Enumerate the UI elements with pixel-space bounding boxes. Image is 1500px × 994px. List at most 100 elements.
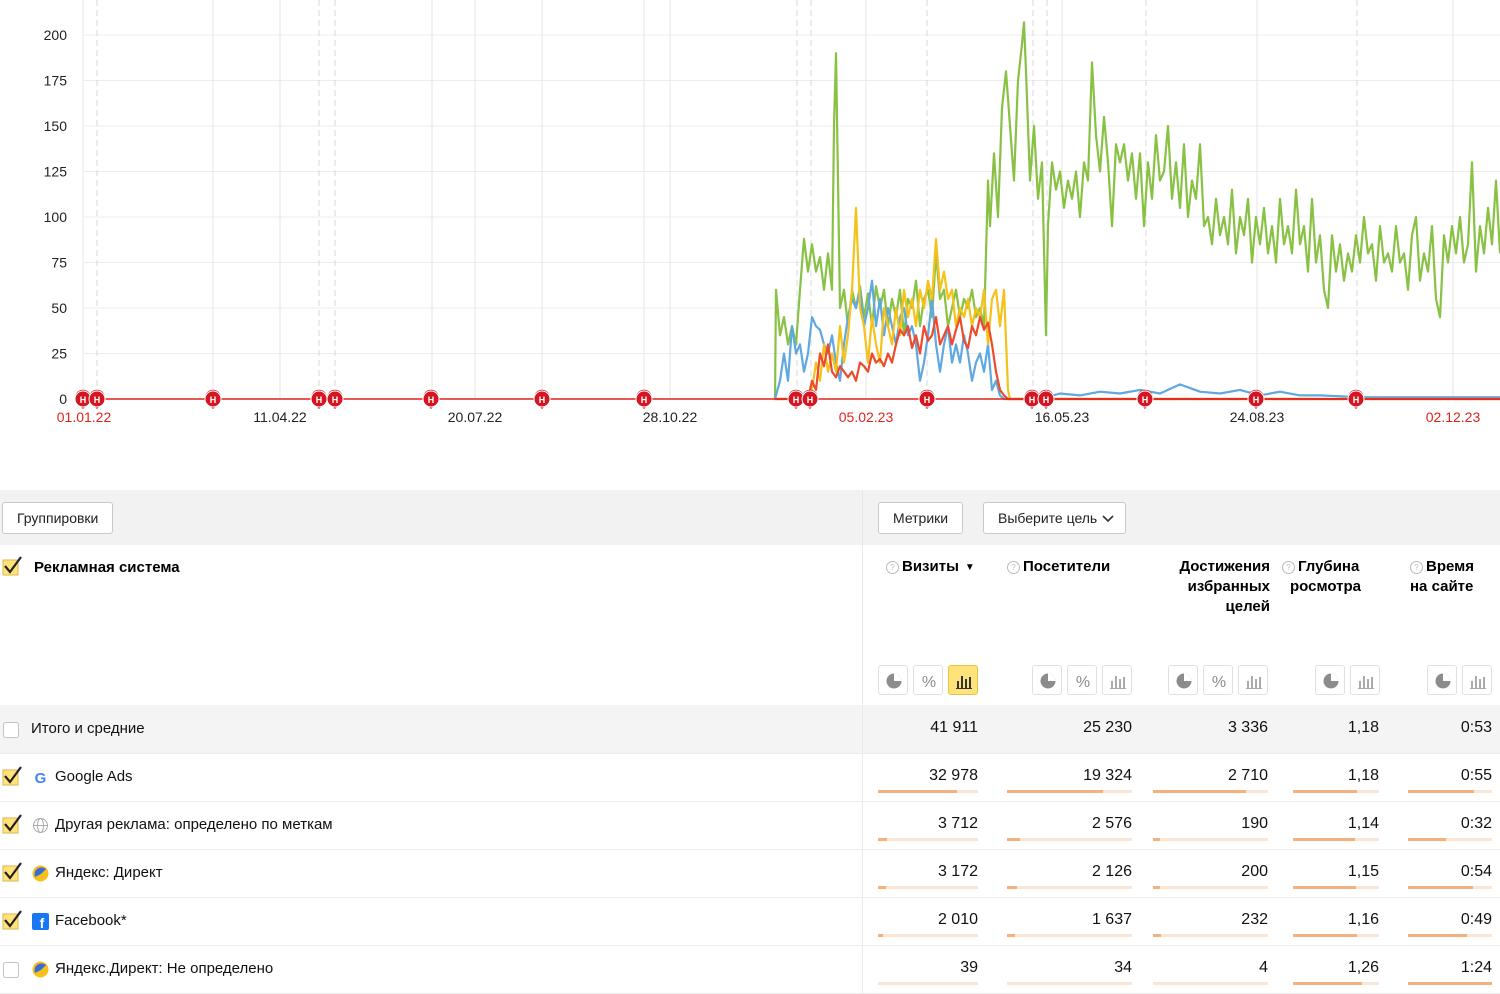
column-divider xyxy=(862,849,863,897)
pie-chart-mode-button[interactable] xyxy=(1315,665,1345,695)
row-checkbox[interactable] xyxy=(2,909,24,936)
percent-icon: % xyxy=(922,674,936,690)
y-tick-label: 175 xyxy=(44,73,68,89)
row-label[interactable]: Яндекс.Директ: Не определено xyxy=(55,960,274,977)
x-tick-label: 24.08.23 xyxy=(1230,409,1285,425)
totals-row[interactable]: Итого и средние 41 911 25 230 3 336 1,18 0:53 xyxy=(0,705,1500,754)
time-share-bar xyxy=(1408,982,1492,985)
visits-share-fill xyxy=(878,934,883,937)
pie-chart-mode-button[interactable] xyxy=(1032,665,1062,695)
goals-cell: 3 336 xyxy=(1227,719,1268,736)
marker-label: H xyxy=(924,395,931,405)
x-tick-label: 28.10.22 xyxy=(643,409,698,425)
visits-cell: 32 978 xyxy=(929,767,978,784)
visits-header[interactable]: ? Визиты ▼ xyxy=(886,557,986,578)
pie-chart-mode-button[interactable] xyxy=(878,665,908,695)
visitors-cell: 25 230 xyxy=(1083,719,1132,736)
row-label[interactable]: Яндекс: Директ xyxy=(55,864,163,881)
holiday-marker-icon: H xyxy=(326,389,344,409)
table-row[interactable]: Яндекс.Директ: Не определено 39 34 4 1,26 1:2… xyxy=(0,945,1500,994)
visitors-cell: 34 xyxy=(1114,959,1132,976)
bar-chart-mode-button[interactable] xyxy=(1462,665,1492,695)
row-label[interactable]: Другая реклама: определено по меткам xyxy=(55,816,333,833)
holiday-marker-icon: H xyxy=(1023,389,1041,409)
time-cell: 1:24 xyxy=(1460,959,1492,976)
groupings-button[interactable]: Группировки xyxy=(2,502,114,534)
holiday-marker-icon: H xyxy=(204,389,222,409)
google-icon: G xyxy=(32,769,49,787)
pie-chart-mode-button[interactable] xyxy=(1168,665,1198,695)
column-divider xyxy=(862,753,863,801)
visitors-header[interactable]: ? Посетители xyxy=(1007,557,1127,577)
row-label[interactable]: Facebook* xyxy=(55,912,127,929)
marker-label: H xyxy=(316,395,323,405)
row-checkbox[interactable] xyxy=(2,813,24,840)
visitors-share-bar xyxy=(1007,838,1132,841)
goals-cell: 4 xyxy=(1259,959,1268,976)
row-checkbox[interactable] xyxy=(2,717,24,744)
row-checkbox[interactable] xyxy=(2,957,24,984)
time-header-line1: Время xyxy=(1426,558,1474,575)
y-tick-label: 50 xyxy=(51,300,67,316)
row-checkbox[interactable] xyxy=(2,861,24,888)
goals-cell: 2 710 xyxy=(1227,767,1268,784)
visits-cell: 3 172 xyxy=(937,863,978,880)
pie-chart-icon xyxy=(1323,673,1339,689)
table-row[interactable]: Другая реклама: определено по меткам 3 71… xyxy=(0,801,1500,850)
marker-label: H xyxy=(807,395,814,405)
column-divider xyxy=(862,945,863,993)
series-line xyxy=(773,21,1500,400)
goals-header-line2: избранных xyxy=(1187,578,1270,595)
time-share-bar xyxy=(1408,934,1492,937)
bar-chart-icon xyxy=(1358,676,1374,689)
visitors-share-bar xyxy=(1007,886,1132,889)
row-checkbox[interactable] xyxy=(2,765,24,792)
y-tick-label: 150 xyxy=(44,118,68,134)
report-toolbar: Группировки Метрики Выберите цель xyxy=(0,490,1500,545)
time-header[interactable]: ? Время на сайте xyxy=(1410,557,1495,597)
visitors-share-bar xyxy=(1007,790,1132,793)
depth-share-bar xyxy=(1293,982,1379,985)
x-tick-label: 20.07.22 xyxy=(448,409,503,425)
bar-chart-mode-button[interactable] xyxy=(948,665,978,695)
metrics-button[interactable]: Метрики xyxy=(878,502,964,534)
table-header: Рекламная система ? Визиты ▼ ? Посетители Д… xyxy=(0,545,1500,705)
table-row[interactable]: G Google Ads 32 978 19 324 2 710 1,18 0:55 xyxy=(0,753,1500,802)
holiday-marker-icon: H xyxy=(422,389,440,409)
depth-share-bar xyxy=(1293,790,1379,793)
holiday-marker-icon: H xyxy=(1247,389,1265,409)
pie-chart-icon xyxy=(1040,673,1056,689)
pie-chart-mode-button[interactable] xyxy=(1427,665,1457,695)
depth-share-bar xyxy=(1293,934,1379,937)
percent-mode-button[interactable]: % xyxy=(1067,665,1097,695)
y-tick-label: 200 xyxy=(44,27,68,43)
visits-share-bar xyxy=(878,790,978,793)
bar-chart-mode-button[interactable] xyxy=(1102,665,1132,695)
select-all-checkbox[interactable] xyxy=(2,555,24,577)
table-row[interactable]: f Facebook* 2 010 1 637 232 1,16 0:49 xyxy=(0,897,1500,946)
goal-select[interactable]: Выберите цель xyxy=(983,502,1127,534)
goals-share-fill xyxy=(1153,934,1162,937)
marker-label: H xyxy=(1353,395,1360,405)
goals-share-bar xyxy=(1153,982,1268,985)
percent-mode-button[interactable]: % xyxy=(913,665,943,695)
table-row[interactable]: Яндекс: Директ 3 172 2 126 200 1,15 0:54 xyxy=(0,849,1500,898)
y-tick-label: 0 xyxy=(59,391,67,407)
holiday-marker-icon: H xyxy=(1136,389,1154,409)
bar-chart-icon xyxy=(1470,676,1486,689)
depth-share-fill xyxy=(1293,934,1357,937)
help-icon: ? xyxy=(1007,561,1020,574)
percent-icon: % xyxy=(1076,674,1090,690)
visitors-cell: 1 637 xyxy=(1091,911,1132,928)
visitors-cell: 2 126 xyxy=(1091,863,1132,880)
depth-header[interactable]: ? Глубина росмотра xyxy=(1282,557,1370,597)
visits-share-bar xyxy=(878,934,978,937)
bar-chart-mode-button[interactable] xyxy=(1350,665,1380,695)
time-cell: 0:55 xyxy=(1460,767,1492,784)
percent-mode-button[interactable]: % xyxy=(1203,665,1233,695)
marker-label: H xyxy=(1142,395,1149,405)
row-label: Итого и средние xyxy=(31,720,145,737)
row-label[interactable]: Google Ads xyxy=(55,768,133,785)
bar-chart-mode-button[interactable] xyxy=(1238,665,1268,695)
goals-header[interactable]: Достижения избранных целей xyxy=(1140,557,1270,617)
